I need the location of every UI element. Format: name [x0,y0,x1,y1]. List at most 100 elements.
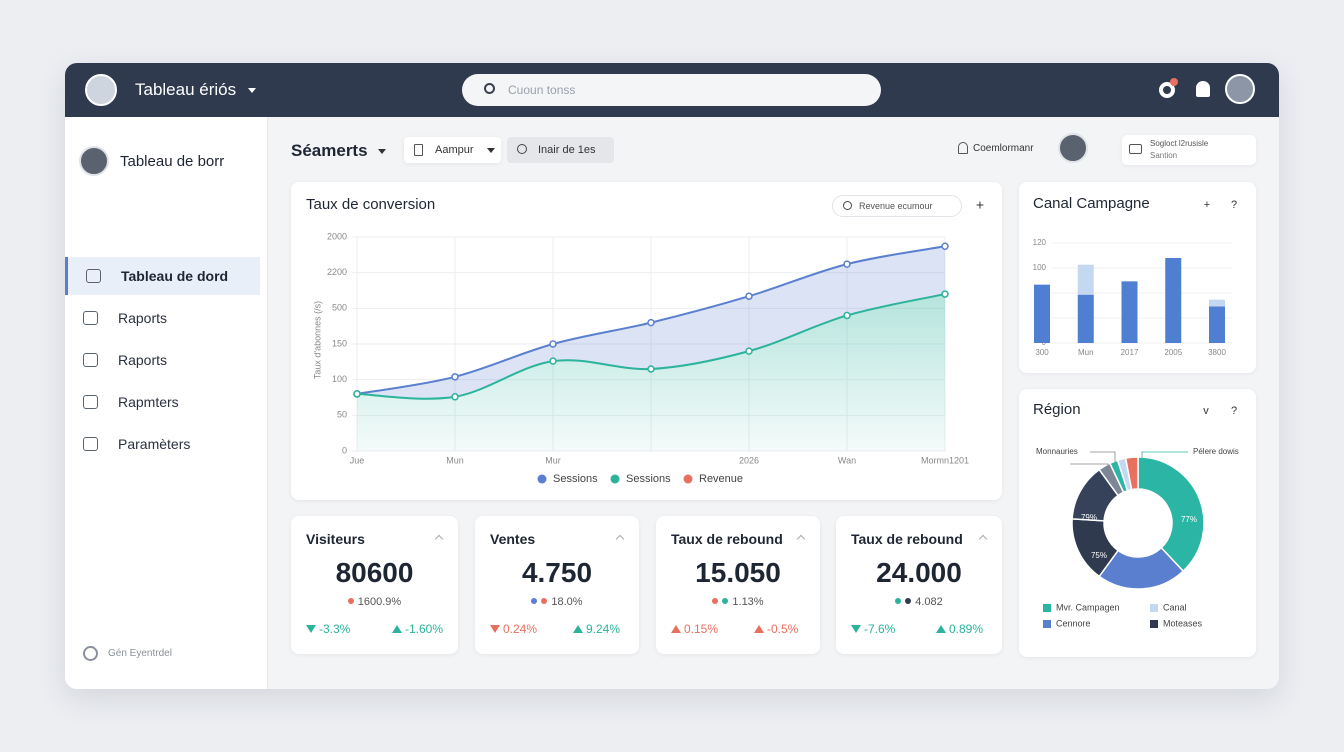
kpi-detail: 18.0% [475,596,639,608]
chart-title: Région [1033,401,1081,418]
header: Tableau ériós Cuoun tonss [65,63,1279,117]
y-tick-label: 120 [1033,238,1047,247]
kpi-title: Visiteurs [306,531,365,547]
avatar[interactable] [1058,133,1088,163]
nav-icon [86,269,101,283]
y-tick-label: 150 [332,338,347,348]
dot [722,598,729,604]
settings-icon[interactable] [1159,82,1175,98]
area-band [357,246,945,399]
nav-item[interactable]: Raports [65,299,260,337]
trend-arrow [306,625,316,633]
bar-segment [1077,264,1094,295]
doc-icon [414,144,423,156]
dot [895,598,902,604]
kpi-change: -0.5% [767,622,799,636]
expand-button[interactable]: + [1204,199,1210,211]
kpi-change: -3.3% [319,622,351,636]
region-card [1019,389,1256,657]
x-tick-label: Mormn1201 [921,455,969,465]
kpi-change: -1.60% [405,622,444,636]
gear-icon[interactable] [83,646,98,661]
kpi-detail: 1.13% [656,596,820,608]
dot [541,598,548,604]
selector-title[interactable]: Sogloct l2rusisle [1150,139,1209,148]
point [647,365,655,373]
nav-item[interactable]: Rapmters [65,383,260,421]
legend-swatch [1150,620,1158,628]
help-button[interactable]: ? [1231,199,1237,211]
legend-label: Sessions [626,473,671,485]
chart-title: Canal Campagne [1033,195,1150,212]
legend-label: Mvr. Campagen [1056,602,1120,612]
callout-label: Monnauries [1036,447,1078,456]
point [941,290,949,298]
search-placeholder[interactable]: Cuoun tonss [508,83,576,97]
point [843,311,851,320]
nav-item[interactable]: Raports [65,341,260,379]
nav-item[interactable]: Tableau de dord [65,257,260,295]
selector-sub[interactable]: Santion [1150,151,1178,160]
slice-label: 75% [1091,551,1107,560]
bell-icon[interactable] [958,142,968,154]
callout-line [1090,451,1116,463]
legend-label: Moteases [1163,618,1203,628]
bar-segment [1209,306,1225,343]
nav-icon [83,353,98,367]
collapse-button[interactable]: v [1203,405,1209,417]
trend-arrow [671,625,681,633]
footer-link[interactable]: Gén Eyentrdel [108,648,172,659]
bar-segment [1209,299,1225,307]
filter-search[interactable]: Inair de 1es [507,137,614,163]
nav-icon [83,395,98,409]
x-tick-label: 2005 [1164,348,1182,357]
dot [531,598,538,604]
page-title: Séamerts [291,141,368,160]
chart-search[interactable]: Revenue ecumour [832,195,962,217]
sidebar: Tableau de borr Tableau de dord Raports Ra… [65,117,268,689]
chevron[interactable] [378,149,386,154]
callout-line [1070,463,1109,470]
x-tick-label: Jue [350,455,365,465]
point [451,373,459,381]
avatar[interactable] [85,74,117,106]
search-icon [484,83,495,94]
user-menu[interactable]: Coemlormanr [973,143,1034,154]
legend-swatch [1150,604,1158,612]
add-button[interactable]: + [976,197,984,213]
search-bar[interactable]: Cuoun tonss [462,74,881,106]
bar-segment [1034,284,1050,343]
kpi-detail-text: 18.0% [551,596,583,608]
trend-arrow [851,625,861,633]
x-tick-label: 300 [1035,348,1049,357]
kpi-card: Ventes 4.750 18.0% 0.24% 9.24% [475,516,639,654]
app-title[interactable]: Tableau ériós [135,80,237,99]
nav-item[interactable]: Paramèters [65,425,260,463]
nav-icon [83,311,98,325]
y-tick-label: 50 [337,410,347,420]
badge [1170,78,1178,86]
dot [347,598,354,604]
selector[interactable]: Sogloct l2rusisle Santion [1122,135,1256,165]
help-button[interactable]: ? [1231,405,1237,417]
kpi-title: Ventes [490,531,536,547]
avatar[interactable] [1225,74,1255,104]
kpi-change: 0.15% [684,622,719,636]
kpi-detail: 4.082 [836,596,1002,608]
filter-label[interactable]: Aampur [435,144,474,156]
point [745,347,753,355]
bell-icon[interactable] [1196,81,1210,97]
donut-slice [1124,456,1139,491]
chevron[interactable] [248,88,256,93]
kpi-detail: 1600.9% [291,596,458,608]
search-icon [843,201,852,210]
search-label[interactable]: Inair de 1es [538,144,596,156]
kpi-card: Visiteurs 80600 1600.9% -3.3% -1.60% [291,516,458,654]
y-tick-label: 2200 [327,267,347,277]
kpi-change: 0.24% [503,622,538,636]
filter-dropdown[interactable]: Aampur [404,137,501,163]
x-tick-label: Wan [838,455,856,465]
callout-label: Pélere dowis [1193,447,1239,456]
chart-search-label[interactable]: Revenue ecumour [859,201,933,211]
